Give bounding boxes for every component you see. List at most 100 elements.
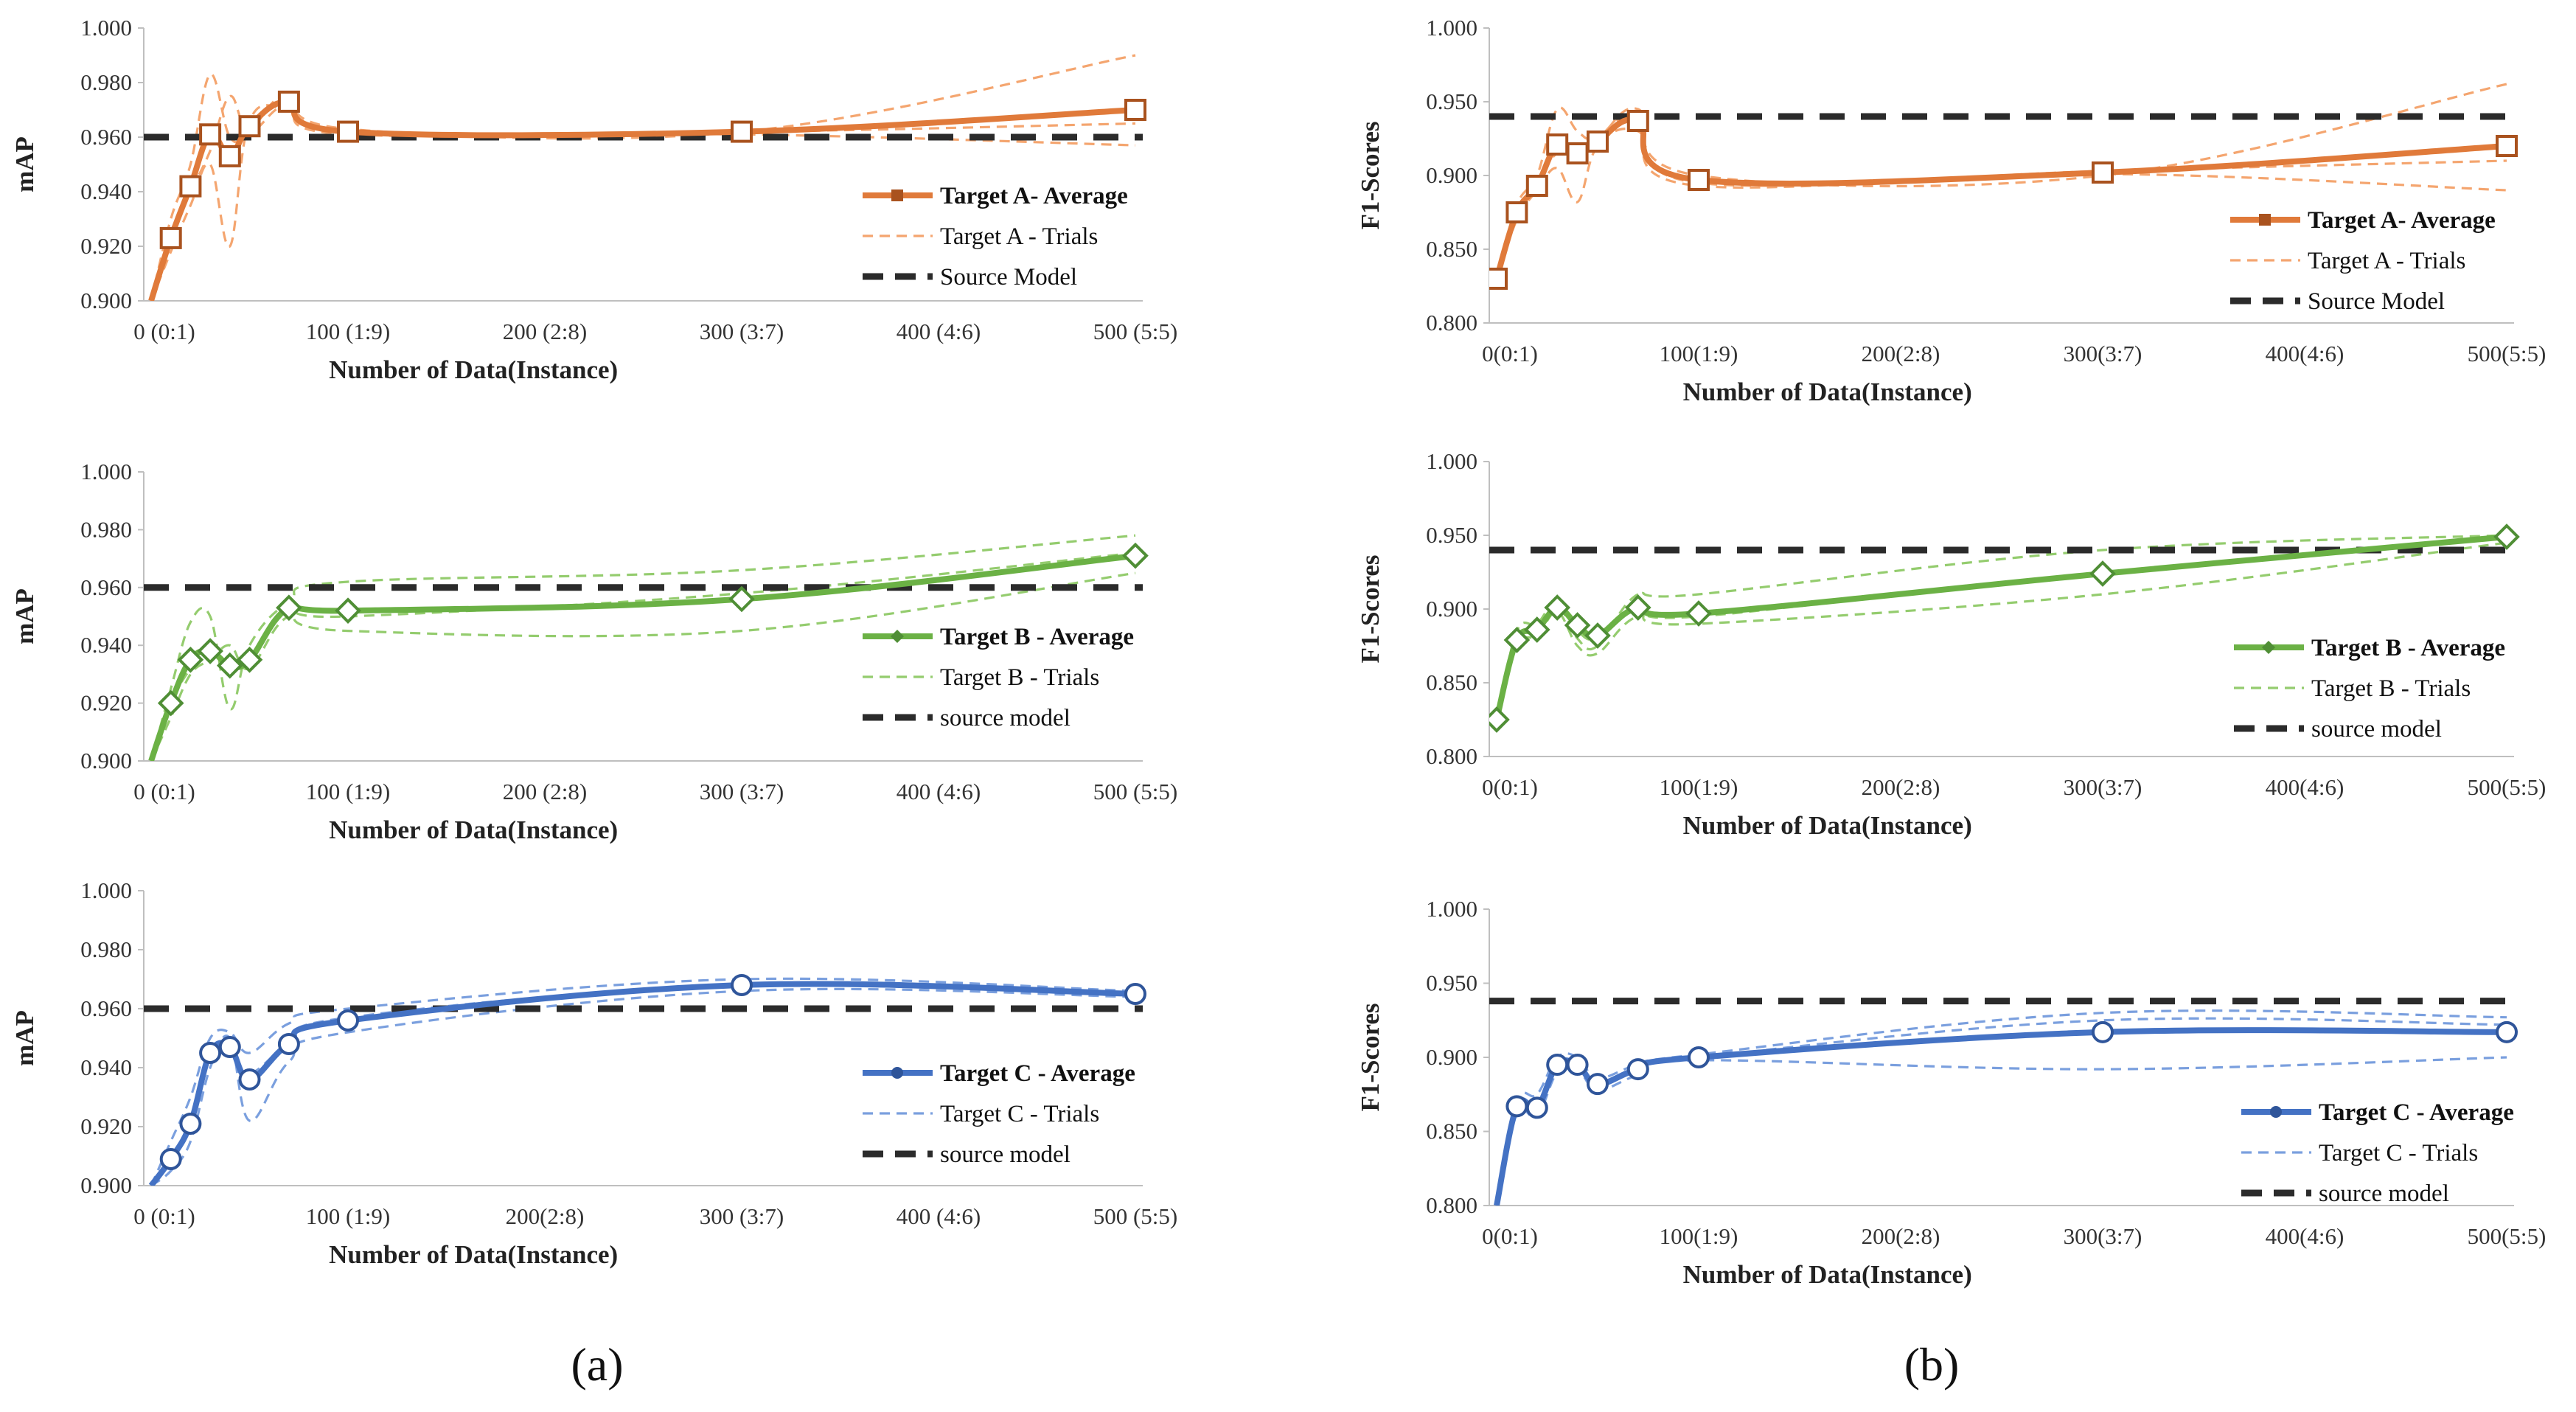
data-point-marker xyxy=(1489,268,1508,290)
data-point-marker xyxy=(1505,1095,1528,1118)
data-point-marker xyxy=(1566,1054,1589,1077)
legend-marker xyxy=(891,630,904,643)
legend-entry-label: source model xyxy=(2311,716,2442,742)
data-point-marker xyxy=(277,1033,300,1055)
legend-entry-label: source model xyxy=(2319,1180,2449,1207)
chart-mapA: 0.900 0.920 0.940 0.960 0.980 1.000 0 (0:1) 100… xyxy=(10,15,1177,384)
x-tick-label: 300 (3:7) xyxy=(700,319,784,344)
y-tick-label: 0.940 xyxy=(80,1054,132,1080)
x-tick-label: 200(2:8) xyxy=(506,1203,585,1229)
data-point-marker xyxy=(2493,524,2520,550)
y-tick-label: 0.850 xyxy=(1426,670,1477,695)
y-tick-label: 0.960 xyxy=(80,574,132,600)
y-tick-label: 1.000 xyxy=(1426,448,1477,474)
legend-entry-label: Target A - Trials xyxy=(2308,248,2465,274)
x-tick-label: 0 (0:1) xyxy=(133,779,195,804)
x-tick-label: 200(2:8) xyxy=(1862,1223,1940,1249)
legend-entry-label: Target B - Trials xyxy=(940,664,1099,691)
data-point-marker xyxy=(199,123,222,146)
data-point-marker xyxy=(159,1148,182,1170)
data-point-marker xyxy=(197,638,223,664)
data-point-marker xyxy=(276,594,302,622)
y-tick-label: 0.960 xyxy=(80,124,132,150)
data-point-marker xyxy=(199,1042,222,1064)
y-tick-label: 0.950 xyxy=(1426,970,1477,996)
y-axis-label: mAP xyxy=(10,1010,39,1066)
x-tick-label: 200 (2:8) xyxy=(503,779,588,804)
chart-mapB: 0.900 0.920 0.940 0.960 0.980 1.000 0 (0:1) 100… xyxy=(10,459,1177,844)
plot-area xyxy=(1489,998,2518,1206)
data-point-marker xyxy=(1546,1054,1569,1077)
data-point-marker xyxy=(2092,161,2114,184)
legend-entry-label: Target A- Average xyxy=(940,183,1128,209)
y-tick-label: 1.000 xyxy=(80,15,132,41)
data-point-marker xyxy=(236,646,263,673)
x-tick-label: 400 (4:6) xyxy=(897,779,981,804)
legend-entry-label: source model xyxy=(940,1141,1071,1168)
legend-entry-label: Target B - Trials xyxy=(2311,675,2471,702)
data-point-marker xyxy=(1685,600,1712,627)
data-point-marker xyxy=(2496,1020,2518,1043)
data-point-marker xyxy=(1584,622,1611,649)
data-point-marker xyxy=(1564,612,1591,639)
data-point-marker xyxy=(157,689,184,717)
y-tick-label: 0.800 xyxy=(1426,310,1477,335)
legend-entry-label: Target C - Average xyxy=(940,1060,1135,1087)
chart-mapC: 0.900 0.920 0.940 0.960 0.980 1.000 0 (0:1) 100… xyxy=(10,877,1177,1269)
data-point-marker xyxy=(1523,616,1550,643)
chart-f1A: 0.800 0.850 0.900 0.950 1.000 0(0:1) 100(1:9) 2… xyxy=(1356,15,2546,406)
legend: Target B - Average Target B - Trials sourc… xyxy=(863,624,1134,731)
legend-marker xyxy=(891,1067,903,1079)
y-tick-label: 0.900 xyxy=(80,1172,132,1198)
x-tick-label: 100(1:9) xyxy=(1660,341,1738,366)
data-point-marker xyxy=(1624,594,1651,621)
y-axis-label: F1-Scores xyxy=(1356,121,1385,229)
data-point-marker xyxy=(1505,201,1528,223)
data-point-marker xyxy=(238,1068,261,1091)
plot-area xyxy=(1489,524,2520,733)
plot-area xyxy=(144,54,1146,301)
trial-line xyxy=(1495,1056,2507,1206)
x-tick-label: 400(4:6) xyxy=(2266,341,2344,366)
x-tick-label: 500(5:5) xyxy=(2468,1223,2547,1249)
x-tick-label: 200(2:8) xyxy=(1862,341,1940,366)
data-point-marker xyxy=(731,974,753,996)
x-tick-label: 300 (3:7) xyxy=(700,1203,784,1229)
x-tick-label: 400 (4:6) xyxy=(897,319,981,344)
legend-entry-label: source model xyxy=(940,705,1071,731)
y-axis-label: mAP xyxy=(10,136,39,192)
legend-marker xyxy=(891,189,903,201)
y-tick-label: 0.800 xyxy=(1426,1192,1477,1218)
x-tick-label: 200 (2:8) xyxy=(503,319,588,344)
x-tick-label: 100(1:9) xyxy=(1660,1223,1738,1249)
trial-line xyxy=(1495,128,2507,279)
data-point-marker xyxy=(337,120,359,143)
data-point-marker xyxy=(731,120,753,143)
data-point-marker xyxy=(218,1036,241,1058)
legend-entry-label: Target B - Average xyxy=(2311,635,2505,661)
x-tick-label: 400(4:6) xyxy=(2266,1223,2344,1249)
x-tick-label: 100 (1:9) xyxy=(306,1203,391,1229)
y-axis-label: F1-Scores xyxy=(1356,1003,1385,1111)
y-axis-label: mAP xyxy=(10,588,39,644)
x-axis-label: Number of Data(Instance) xyxy=(329,1240,618,1269)
data-point-marker xyxy=(2092,1020,2114,1043)
y-tick-label: 0.900 xyxy=(1426,596,1477,622)
data-point-marker xyxy=(218,145,241,167)
legend-marker xyxy=(2259,214,2271,226)
legend-entry-label: Target C - Trials xyxy=(2319,1140,2478,1166)
plot-area xyxy=(144,534,1149,761)
x-tick-label: 100 (1:9) xyxy=(306,779,391,804)
data-point-marker xyxy=(179,175,202,198)
x-tick-label: 0(0:1) xyxy=(1482,774,1538,800)
y-tick-label: 0.850 xyxy=(1426,236,1477,262)
data-point-marker xyxy=(277,90,300,113)
legend: Target C - Average Target C - Trials sourc… xyxy=(863,1060,1135,1168)
x-tick-label: 300(3:7) xyxy=(2064,1223,2142,1249)
x-axis-label: Number of Data(Instance) xyxy=(329,355,618,384)
data-point-marker xyxy=(2089,560,2116,587)
x-tick-label: 200(2:8) xyxy=(1862,774,1940,800)
panel-label-b: (b) xyxy=(1904,1338,1960,1391)
x-tick-label: 500 (5:5) xyxy=(1093,779,1178,804)
